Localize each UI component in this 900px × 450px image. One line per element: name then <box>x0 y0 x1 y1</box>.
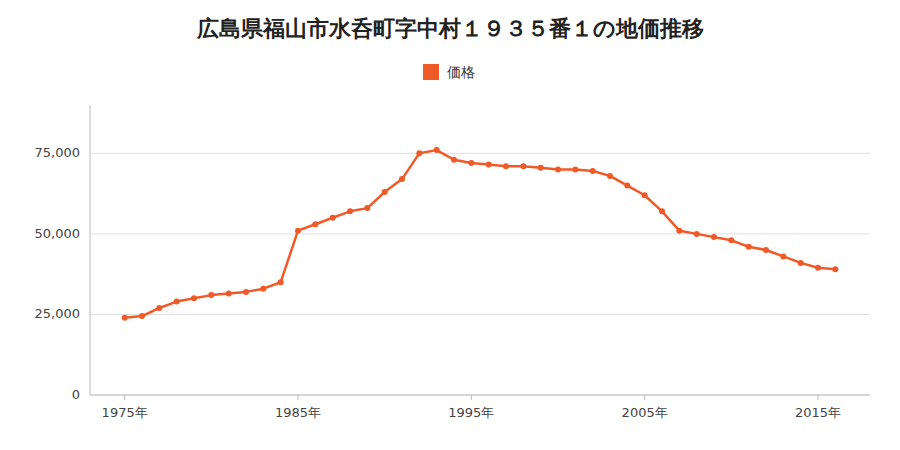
grid-line <box>90 233 870 234</box>
x-tick <box>818 395 819 400</box>
marker <box>832 266 838 272</box>
x-tick <box>471 395 472 400</box>
marker <box>798 260 804 266</box>
grid-line <box>90 314 870 315</box>
y-tick-label: 25,000 <box>35 306 81 321</box>
marker <box>590 168 596 174</box>
x-tick-label: 2005年 <box>622 405 668 420</box>
legend: 価格 <box>423 64 475 80</box>
x-tick <box>644 395 645 400</box>
marker <box>139 313 145 319</box>
x-tick <box>298 395 299 400</box>
marker <box>330 215 336 221</box>
marker <box>694 231 700 237</box>
marker <box>538 165 544 171</box>
marker <box>520 163 526 169</box>
marker <box>642 192 648 198</box>
marker <box>763 247 769 253</box>
marker <box>607 173 613 179</box>
marker <box>278 279 284 285</box>
marker <box>122 315 128 321</box>
marker <box>572 166 578 172</box>
marker <box>815 265 821 271</box>
marker <box>468 160 474 166</box>
x-axis-line <box>90 395 870 396</box>
y-axis: 0 25,000 50,000 75,000 <box>35 105 91 402</box>
marker <box>174 299 180 305</box>
x-tick <box>124 395 125 400</box>
y-tick-label: 0 <box>72 387 80 402</box>
line <box>125 150 836 318</box>
grid-line <box>90 153 870 154</box>
title: 広島県福山市水呑町字中村１９３５番１の地価推移 <box>196 16 704 41</box>
chart-svg: 広島県福山市水呑町字中村１９３５番１の地価推移 0 25,000 50,000 75,0… <box>0 0 900 450</box>
marker <box>347 208 353 214</box>
marker <box>624 183 630 189</box>
marker <box>711 234 717 240</box>
marker <box>399 176 405 182</box>
marker <box>295 228 301 234</box>
marker <box>486 162 492 168</box>
marker <box>659 208 665 214</box>
marker <box>312 221 318 227</box>
marker <box>191 295 197 301</box>
x-tick-label: 2015年 <box>795 405 841 420</box>
legend-swatch <box>423 64 439 80</box>
legend-label: 価格 <box>447 64 475 80</box>
x-tick-label: 1985年 <box>275 405 321 420</box>
marker <box>676 228 682 234</box>
y-tick-label: 75,000 <box>35 145 81 160</box>
plot-area <box>122 147 839 321</box>
marker <box>503 163 509 169</box>
marker <box>416 150 422 156</box>
x-tick-label: 1975年 <box>102 405 148 420</box>
marker <box>451 157 457 163</box>
marker <box>746 244 752 250</box>
marker <box>434 147 440 153</box>
chart-container: 広島県福山市水呑町字中村１９３５番１の地価推移 0 25,000 50,000 75,0… <box>0 0 900 450</box>
marker <box>728 237 734 243</box>
marker <box>260 286 266 292</box>
grid-line <box>90 395 870 396</box>
x-tick-label: 1995年 <box>448 405 494 420</box>
marker <box>156 305 162 311</box>
x-axis: 1975年 1985年 1995年 2005年 2015年 <box>90 395 870 420</box>
marker <box>780 253 786 259</box>
grid <box>90 153 870 395</box>
marker <box>243 289 249 295</box>
marker <box>382 189 388 195</box>
marker <box>226 291 232 297</box>
marker <box>364 205 370 211</box>
y-tick-label: 50,000 <box>35 226 81 241</box>
marker <box>555 166 561 172</box>
marker <box>208 292 214 298</box>
y-axis-line <box>90 105 91 395</box>
